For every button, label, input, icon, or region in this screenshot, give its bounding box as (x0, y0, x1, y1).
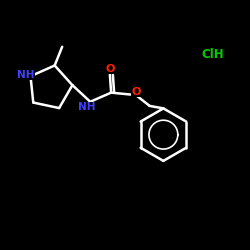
Text: NH: NH (17, 70, 35, 80)
Text: O: O (132, 87, 141, 97)
Text: O: O (106, 64, 115, 74)
Text: ClH: ClH (201, 48, 224, 62)
Text: NH: NH (78, 102, 96, 112)
